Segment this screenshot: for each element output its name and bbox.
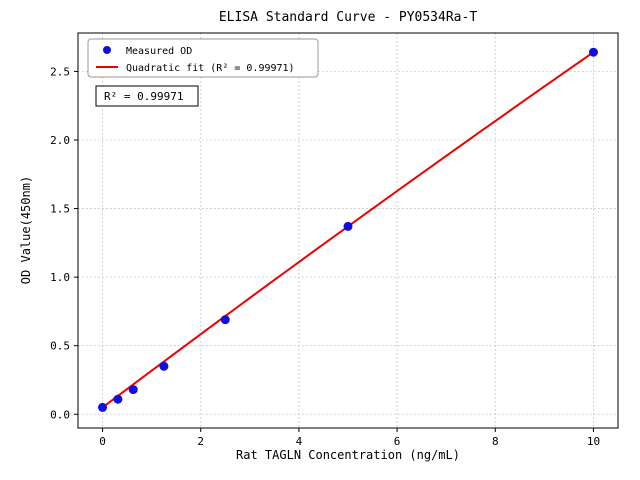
annotation-box	[95, 85, 199, 107]
x-tick-label: 6	[394, 435, 401, 448]
r-squared-annotation: R² = 0.99971	[95, 85, 199, 107]
grid	[78, 33, 618, 428]
data-point	[343, 221, 353, 231]
y-tick-label: 1.5	[50, 203, 70, 216]
y-tick-label: 1.0	[50, 271, 70, 284]
legend: Measured OD Quadratic fit (R² = 0.99971)	[87, 38, 319, 78]
legend-label-measured: Measured OD	[126, 46, 192, 57]
data-point	[588, 47, 598, 57]
legend-box	[87, 38, 319, 78]
annotation-text: R² = 0.99971	[104, 90, 183, 103]
y-tick-label: 0.0	[50, 408, 70, 421]
x-tick-label: 0	[99, 435, 106, 448]
x-tick-label: 2	[197, 435, 204, 448]
x-tick-label: 10	[587, 435, 600, 448]
measured-od-points	[98, 47, 598, 412]
x-axis-label: Rat TAGLN Concentration (ng/mL)	[236, 448, 460, 462]
y-tick-label: 2.0	[50, 134, 70, 147]
data-point	[98, 402, 108, 412]
y-axis-label: OD Value(450nm)	[19, 176, 33, 284]
chart-title: ELISA Standard Curve - PY0534Ra-T	[219, 10, 477, 25]
data-point	[159, 361, 169, 371]
y-tick-label: 0.5	[50, 340, 70, 353]
legend-marker-dot	[103, 46, 111, 54]
legend-label-fit: Quadratic fit (R² = 0.99971)	[126, 63, 295, 74]
axes-ticks: 0 2 4 6 8 10 0.0 0.5 1.0 1.5 2.0 2.5	[50, 65, 600, 448]
data-point	[128, 385, 138, 395]
y-tick-label: 2.5	[50, 65, 70, 78]
x-tick-label: 8	[492, 435, 499, 448]
data-point	[220, 315, 230, 325]
x-tick-label: 4	[296, 435, 303, 448]
plot-area: 0 2 4 6 8 10 0.0 0.5 1.0 1.5 2.0 2.5 Measured OD Quad…	[50, 32, 619, 448]
axis-frame	[77, 32, 619, 429]
data-point	[113, 394, 123, 404]
